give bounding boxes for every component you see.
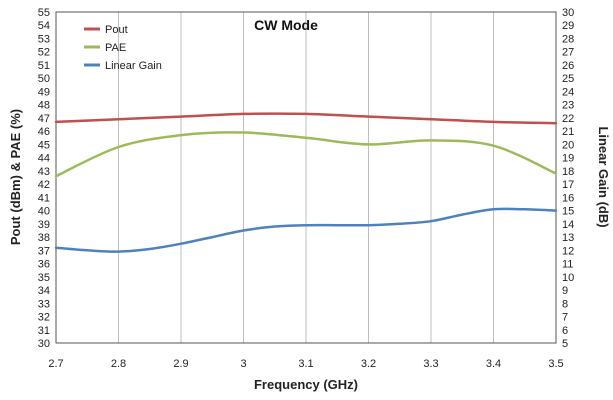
y-left-tick-label: 42: [38, 179, 50, 191]
y-right-tick-label: 9: [562, 285, 568, 297]
y-right-tick-label: 12: [562, 245, 574, 257]
y-right-tick-label: 25: [562, 73, 574, 85]
x-tick-label: 2.9: [173, 358, 188, 370]
y-right-tick-label: 29: [562, 20, 574, 32]
x-tick-label: 2.7: [48, 358, 63, 370]
y-right-tick-label: 27: [562, 47, 574, 59]
y-right-tick-label: 28: [562, 33, 574, 45]
x-tick-labels: 2.7 2.8 2.9 3 3.1 3.2 3.3 3.4 3.5: [48, 358, 563, 370]
y-left-tick-label: 31: [38, 325, 50, 337]
y-right-tick-label: 17: [562, 179, 574, 191]
y-left-tick-label: 35: [38, 272, 50, 284]
x-tick-label: 3.2: [361, 358, 376, 370]
y-left-tick-label: 41: [38, 192, 50, 204]
y-left-tick-label: 50: [38, 73, 50, 85]
y-left-tick-label: 55: [38, 7, 50, 19]
x-tick-label: 3.3: [423, 358, 438, 370]
series-line-pae: [54, 131, 558, 178]
y-left-tick-label: 46: [38, 126, 50, 138]
y-right-tick-label: 14: [562, 219, 574, 231]
x-axis-title: Frequency (GHz): [254, 377, 358, 392]
y-right-tick-label: 20: [562, 139, 574, 151]
y-left-tick-label: 38: [38, 232, 50, 244]
y-left-tick-label: 43: [38, 166, 50, 178]
y-right-tick-label: 30: [562, 7, 574, 19]
y-left-tick-label: 40: [38, 206, 50, 218]
y-left-tick-label: 54: [38, 20, 50, 32]
y-left-tick-label: 49: [38, 86, 50, 98]
y-right-tick-labels: 5678910111213141516171819202122232425262…: [562, 7, 574, 350]
x-tick-label: 3.1: [298, 358, 313, 370]
series-line-linear-gain: [54, 207, 558, 253]
y-left-tick-label: 51: [38, 60, 50, 72]
y-right-tick-label: 26: [562, 60, 574, 72]
y-right-tick-label: 13: [562, 232, 574, 244]
y-left-tick-label: 32: [38, 312, 50, 324]
plot-frame: [55, 11, 557, 344]
series-line-pout: [54, 112, 558, 125]
y-left-axis-title: Pout (dBm) & PAE (%): [8, 109, 23, 245]
y-left-tick-label: 44: [38, 153, 50, 165]
y-right-tick-label: 19: [562, 153, 574, 165]
y-right-tick-label: 23: [562, 100, 574, 112]
legend-label-linear-gain: Linear Gain: [105, 60, 162, 72]
y-left-tick-label: 33: [38, 298, 50, 310]
y-right-tick-label: 6: [562, 325, 568, 337]
y-left-tick-label: 37: [38, 245, 50, 257]
chart-title: CW Mode: [254, 17, 318, 33]
y-left-tick-label: 52: [38, 47, 50, 59]
legend: Pout PAE Linear Gain: [84, 24, 162, 72]
y-right-tick-label: 18: [562, 166, 574, 178]
y-right-tick-label: 15: [562, 206, 574, 218]
y-right-tick-label: 11: [562, 259, 573, 271]
x-tick-label: 3.5: [548, 358, 563, 370]
x-tick-label: 3.4: [486, 358, 501, 370]
y-right-tick-label: 5: [562, 338, 568, 350]
y-right-tick-label: 10: [562, 272, 574, 284]
y-right-axis-title: Linear Gain (dB): [596, 126, 611, 227]
y-left-tick-label: 47: [38, 113, 50, 125]
y-left-tick-label: 30: [38, 338, 50, 350]
y-left-tick-label: 34: [38, 285, 50, 297]
y-left-tick-label: 53: [38, 33, 50, 45]
y-left-tick-label: 45: [38, 139, 50, 151]
y-right-tick-label: 16: [562, 192, 574, 204]
legend-label-pae: PAE: [105, 42, 126, 54]
y-right-tick-label: 8: [562, 298, 568, 310]
y-left-tick-label: 48: [38, 100, 50, 112]
x-tick-label: 3: [240, 358, 246, 370]
series-lines: [54, 112, 558, 253]
y-right-tick-label: 21: [562, 126, 574, 138]
y-left-tick-label: 36: [38, 259, 50, 271]
y-left-tick-label: 39: [38, 219, 50, 231]
legend-label-pout: Pout: [105, 24, 128, 36]
y-right-tick-label: 7: [562, 312, 568, 324]
x-tick-label: 2.8: [111, 358, 126, 370]
y-right-tick-label: 24: [562, 86, 574, 98]
y-right-tick-label: 22: [562, 113, 574, 125]
